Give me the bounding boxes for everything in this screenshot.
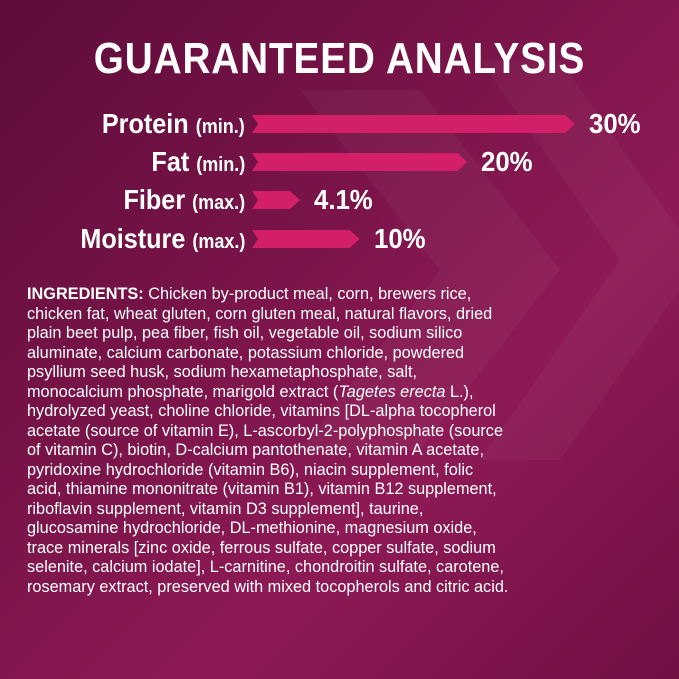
moisture-value: 10% (373, 223, 426, 254)
protein-bar (252, 115, 575, 133)
fiber-value: 4.1% (314, 184, 373, 215)
fat-bar (252, 153, 467, 171)
ingredients-line: acetate (source of vitamin E), L-ascorby… (27, 421, 503, 440)
analysis-row-fat: Fat (min.) 20% (0, 147, 679, 177)
protein-value: 30% (589, 108, 641, 139)
ingredients-line: riboflavin supplement, vitamin D3 supple… (27, 499, 424, 518)
nutrient-qualifier: (min.) (196, 116, 245, 138)
ingredients-line: chicken fat, wheat gluten, corn gluten m… (27, 304, 493, 323)
nutrient-qualifier: (min.) (196, 154, 245, 176)
analysis-row-moisture: Moisture (max.) 10% (0, 224, 679, 254)
nutrient-name: Moisture (79, 223, 185, 254)
ingredients-line: rosemary extract, preserved with mixed t… (27, 577, 509, 596)
ingredients-line: psyllium seed husk, sodium hexametaphosp… (27, 363, 418, 381)
ingredients-line: monocalcium phosphate, marigold extract … (27, 382, 474, 401)
ingredients-line: plain beet pulp, pea fiber, fish oil, ve… (27, 324, 463, 342)
nutrient-qualifier: (max.) (191, 231, 245, 253)
ingredients-line: Chicken by-product meal, corn, brewers r… (143, 285, 472, 303)
nutrient-name: Fiber (123, 184, 185, 215)
ingredients-line: of vitamin C), biotin, D-calcium pantoth… (27, 441, 485, 459)
ingredients-heading: INGREDIENTS: (27, 285, 144, 303)
moisture-bar (252, 230, 360, 248)
ingredients-line: trace minerals [zinc oxide, ferrous sulf… (27, 538, 496, 557)
species-name: Tagetes erecta (338, 382, 446, 401)
ingredients-line: hydrolyzed yeast, choline chloride, vita… (27, 402, 496, 420)
analysis-row-protein: Protein (min.) 30% (0, 109, 679, 139)
nutrient-qualifier: (max.) (191, 192, 245, 214)
ingredients-line: glucosamine hydrochloride, DL-methionine… (27, 519, 477, 537)
analysis-row-fiber: Fiber (max.) 4.1% (0, 185, 679, 215)
nutrient-name: Fat (151, 146, 190, 177)
nutrient-name: Protein (102, 108, 190, 139)
ingredients-line: acid, thiamine mononitrate (vitamin B1),… (27, 480, 497, 498)
ingredients-line: aluminate, calcium carbonate, potassium … (27, 343, 465, 362)
ingredients-line: selenite, calcium iodate], L-carnitine, … (27, 558, 504, 576)
page-title: GUARANTEED ANALYSIS (93, 34, 586, 83)
ingredients-line: pyridoxine hydrochloride (vitamin B6), n… (27, 460, 474, 479)
fat-value: 20% (481, 146, 533, 177)
ingredients-text: INGREDIENTS: Chicken by-product meal, co… (27, 285, 667, 597)
fiber-bar (252, 191, 300, 209)
